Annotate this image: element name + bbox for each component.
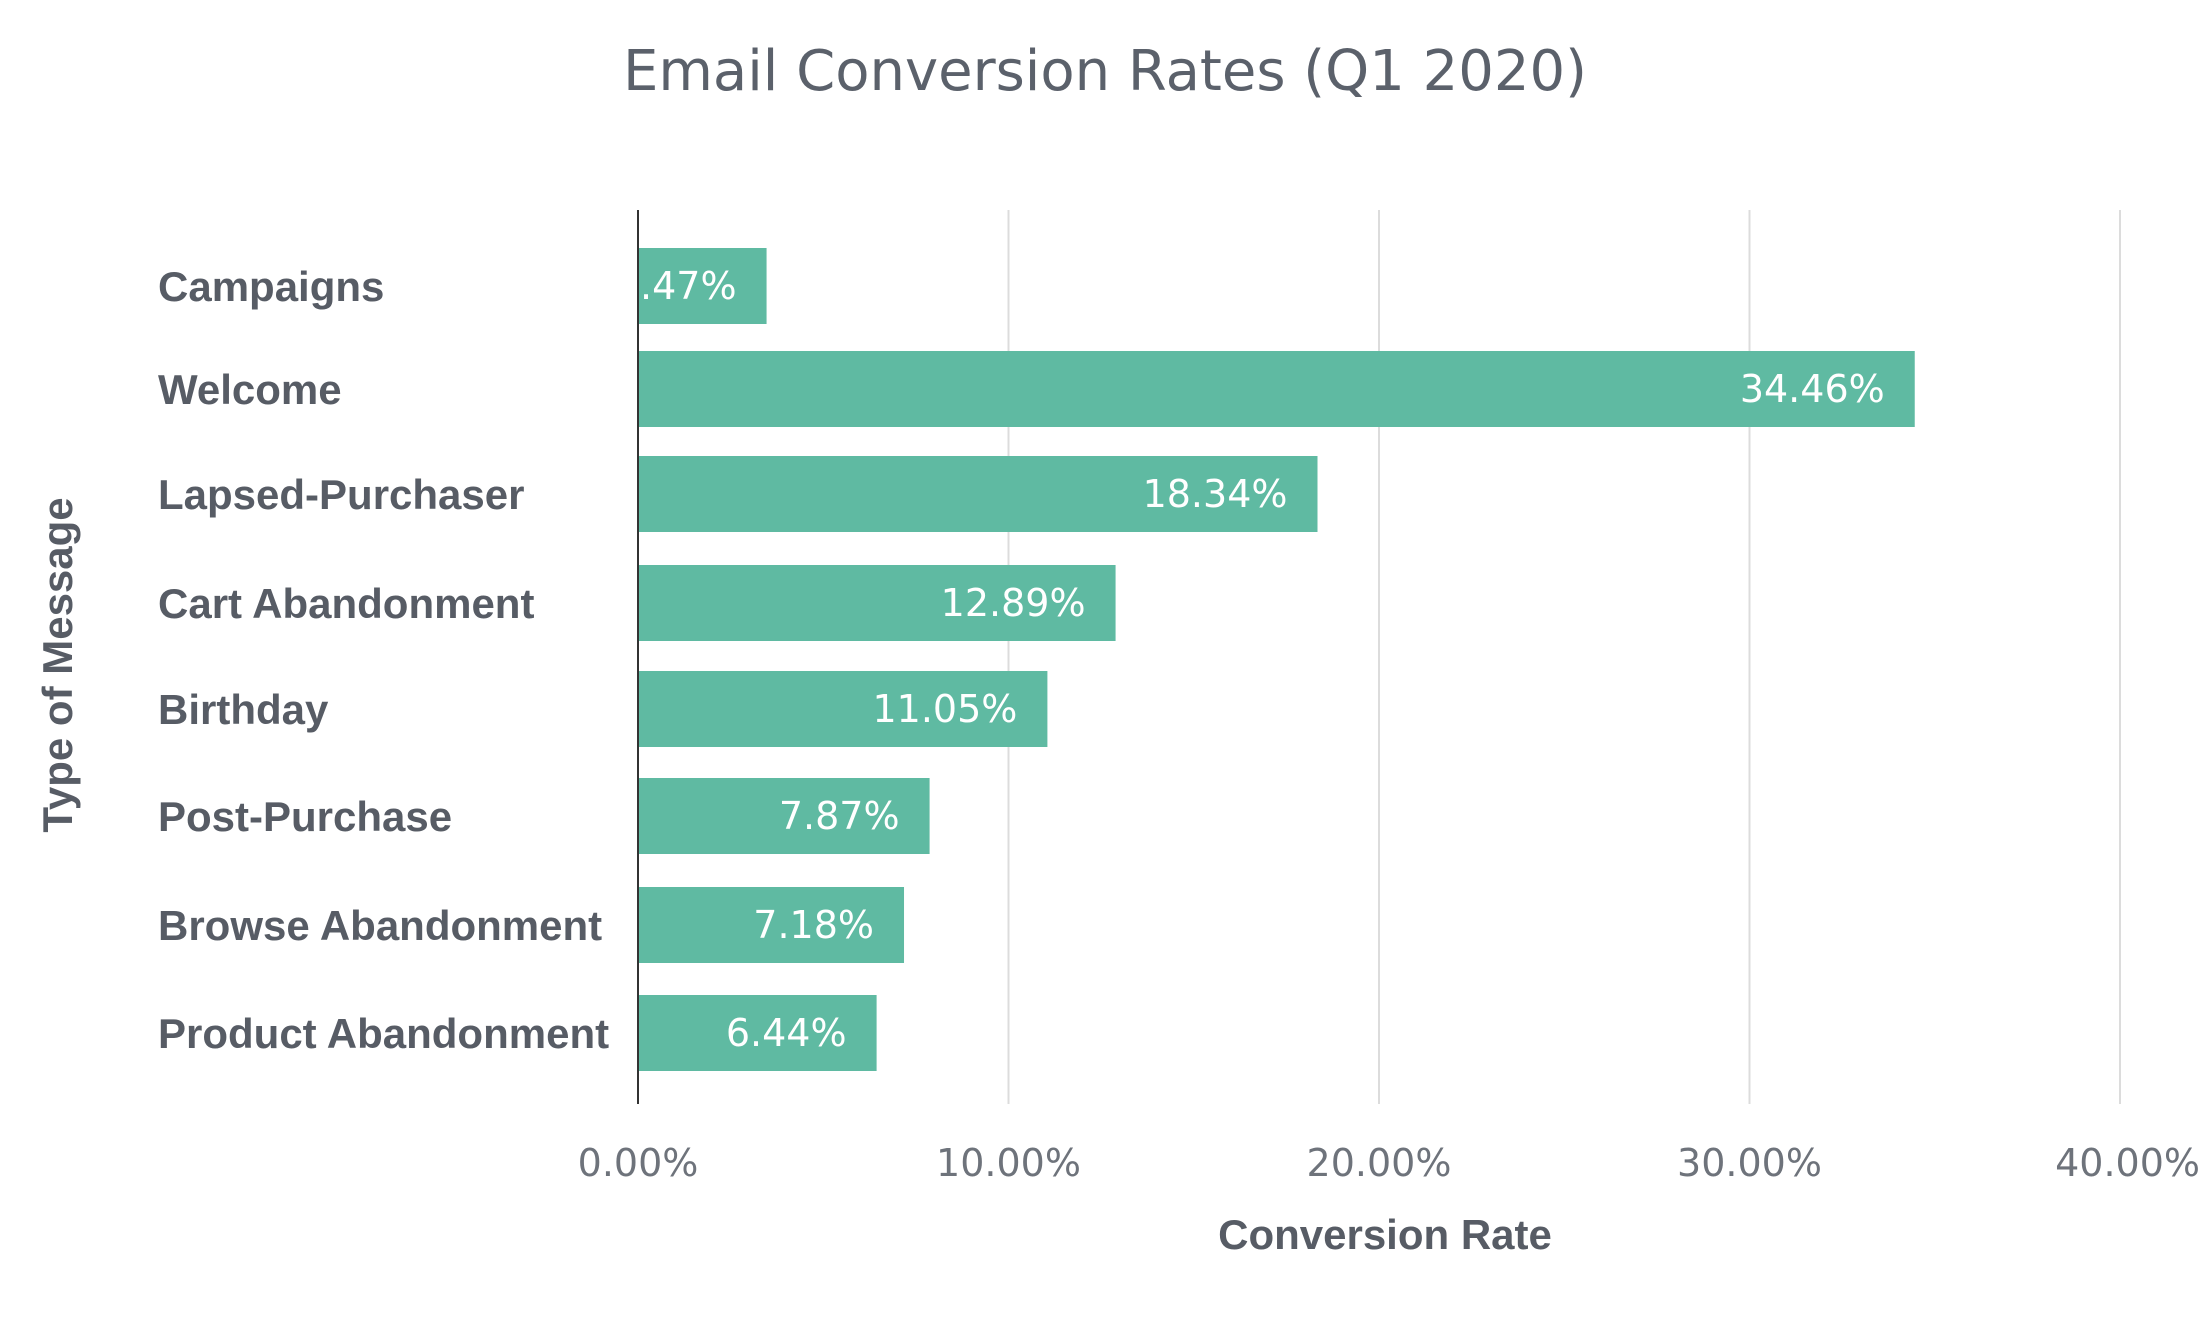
gridlines xyxy=(1007,210,2121,1104)
bar-value-label: 12.89% xyxy=(941,581,1086,625)
bar-value-label: 11.05% xyxy=(872,687,1017,731)
category-label: Birthday xyxy=(158,686,329,733)
bar-value-label: 34.46% xyxy=(1740,367,1885,411)
bar xyxy=(638,995,877,1071)
category-label: Cart Abandonment xyxy=(158,580,534,627)
bar xyxy=(638,248,767,324)
category-labels: Campaigns Welcome Lapsed-Purchaser Cart Aba… xyxy=(158,263,609,1057)
bar-value-label: 6.44% xyxy=(726,1011,847,1055)
x-tick-label: 10.00% xyxy=(936,1141,1081,1185)
x-tick-label: 30.00% xyxy=(1677,1141,1822,1185)
bar xyxy=(638,887,905,963)
x-tick-label: 40.00% xyxy=(2055,1141,2200,1185)
bar xyxy=(638,671,1048,747)
x-axis-title: Conversion Rate xyxy=(1218,1211,1552,1258)
chart-title: Email Conversion Rates (Q1 2020) xyxy=(623,39,1587,104)
bar-value-label: 7.87% xyxy=(779,794,900,838)
bar-value-label: 3.47% xyxy=(616,264,737,308)
bars: 3.47% 34.46% 18.34% 12.89% 11.05% 7.87% 7.18% 6… xyxy=(616,248,1915,1071)
x-tick-label: 20.00% xyxy=(1307,1141,1452,1185)
bar xyxy=(638,565,1116,641)
x-tick-labels: 0.00% 10.00% 20.00% 30.00% 40.00% xyxy=(578,1141,2200,1185)
bar xyxy=(638,778,930,854)
y-axis-title: Type of Message xyxy=(34,497,81,832)
bar xyxy=(638,456,1318,532)
category-label: Post-Purchase xyxy=(158,793,452,840)
category-label: Lapsed-Purchaser xyxy=(158,471,524,518)
x-tick-label: 0.00% xyxy=(578,1141,699,1185)
category-label: Welcome xyxy=(158,366,342,413)
bar xyxy=(638,351,1915,427)
bar-value-label: 18.34% xyxy=(1143,472,1288,516)
category-label: Product Abandonment xyxy=(158,1010,609,1057)
bar-value-label: 7.18% xyxy=(753,903,874,947)
category-label: Campaigns xyxy=(158,263,384,310)
category-label: Browse Abandonment xyxy=(158,902,602,949)
